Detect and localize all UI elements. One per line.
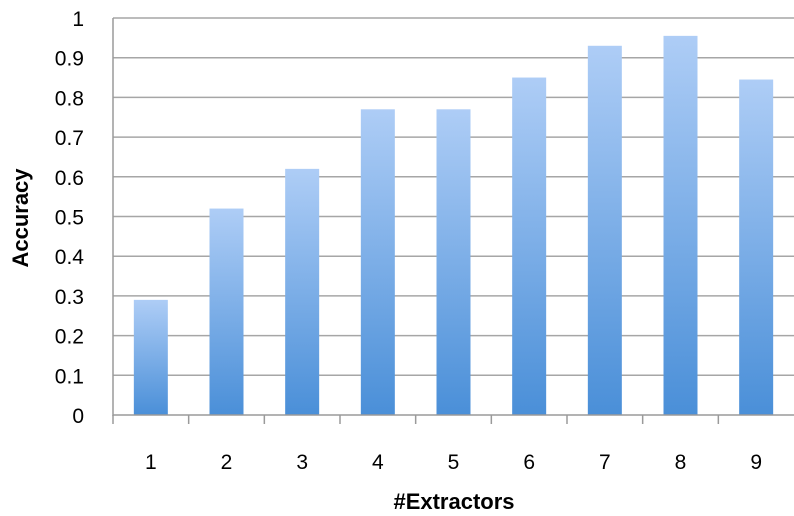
bar [739,79,774,415]
y-axis-title: Accuracy [8,168,33,268]
y-tick-label: 0.7 [55,127,84,150]
x-tick-label: 3 [296,451,308,474]
y-tick-label: 0.6 [55,167,84,190]
x-tick-label: 1 [145,451,157,474]
y-tick-label: 0.1 [55,365,84,388]
y-tick-label: 0.4 [55,246,85,269]
bar [587,45,622,415]
y-tick-label: 0.8 [55,87,84,110]
x-tick-labels: 1 2 3 4 5 6 7 8 9 [145,451,762,474]
y-tick-labels: 0 0.1 0.2 0.3 0.4 0.5 0.6 0.7 0.8 0.9 1 [55,8,85,428]
bar [133,299,168,415]
x-tick-label: 5 [448,451,460,474]
x-tick-label: 2 [221,451,233,474]
x-tick-label: 4 [372,451,384,474]
y-tick-label: 0.5 [55,207,84,230]
x-axis-title: #Extractors [393,489,514,514]
x-tick-label: 6 [523,451,535,474]
bar [209,208,244,415]
bar [436,109,471,415]
axes [112,18,794,424]
bar [512,77,547,416]
bar [360,109,395,415]
bar [663,35,698,416]
y-tick-label: 0.3 [55,286,84,309]
bars [133,35,774,416]
x-tick-label: 7 [599,451,611,474]
x-tick-label: 9 [750,451,762,474]
y-tick-label: 0.2 [55,326,84,349]
y-tick-label: 1 [72,8,84,31]
x-tick-label: 8 [675,451,687,474]
bar [285,168,320,415]
y-tick-label: 0.9 [55,48,84,71]
y-tick-label: 0 [72,405,84,428]
